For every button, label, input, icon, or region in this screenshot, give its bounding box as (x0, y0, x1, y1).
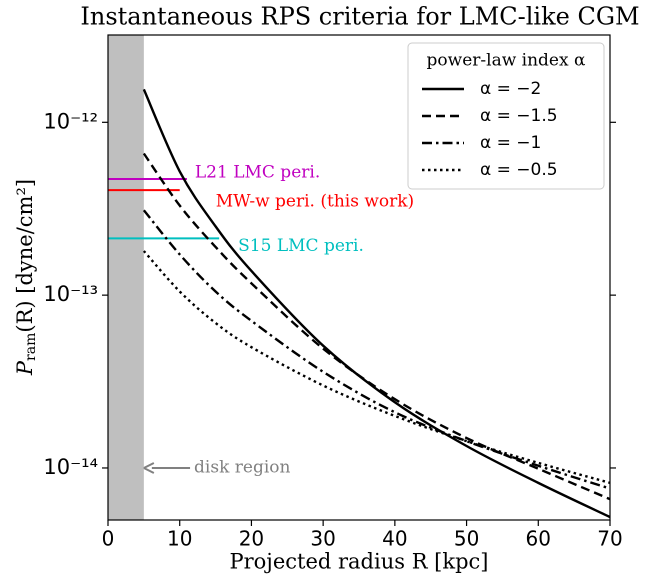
series-line (142, 250, 610, 485)
shaded-region (108, 35, 144, 520)
series-line (142, 209, 610, 490)
legend-box (407, 42, 605, 190)
legend-label: α = −2 (480, 79, 541, 99)
x-tick-label: 60 (526, 527, 551, 551)
reference-label: MW-w peri. (this work) (216, 192, 414, 212)
legend-label: α = −0.5 (480, 160, 558, 180)
legend-title: power-law index α (427, 51, 586, 71)
x-tick-label: 30 (310, 527, 335, 551)
x-tick-label: 70 (597, 527, 622, 551)
chart-title: Instantaneous RPS criteria for LMC-like … (80, 3, 639, 31)
x-tick-label: 40 (382, 527, 407, 551)
x-axis-label: Projected radius R [kpc] (230, 550, 489, 574)
series-group (142, 88, 610, 519)
legend-label: α = −1 (480, 133, 541, 153)
y-tick-label: 10⁻¹³ (43, 282, 98, 306)
reference-label: S15 LMC peri. (238, 236, 364, 256)
x-tick-label: 20 (239, 527, 264, 551)
series-line (142, 88, 610, 519)
legend-label: α = −1.5 (480, 106, 558, 126)
reference-label: L21 LMC peri. (195, 162, 320, 182)
annotation-text: disk region (194, 457, 290, 477)
plot-frame (107, 34, 611, 521)
x-tick-label: 50 (454, 527, 479, 551)
y-label-symbol: P (13, 360, 37, 376)
annotation-arrowhead (143, 462, 155, 474)
y-axis-label: Pram(R) [dyne/cm²] (13, 179, 40, 376)
x-tick-label: 0 (102, 527, 115, 551)
y-tick-label: 10⁻¹⁴ (43, 455, 98, 479)
y-tick-label: 10⁻¹² (43, 109, 98, 133)
x-tick-label: 10 (167, 527, 192, 551)
y-label-subscript: ram (23, 333, 39, 361)
y-label-rest: (R) [dyne/cm²] (13, 179, 37, 333)
